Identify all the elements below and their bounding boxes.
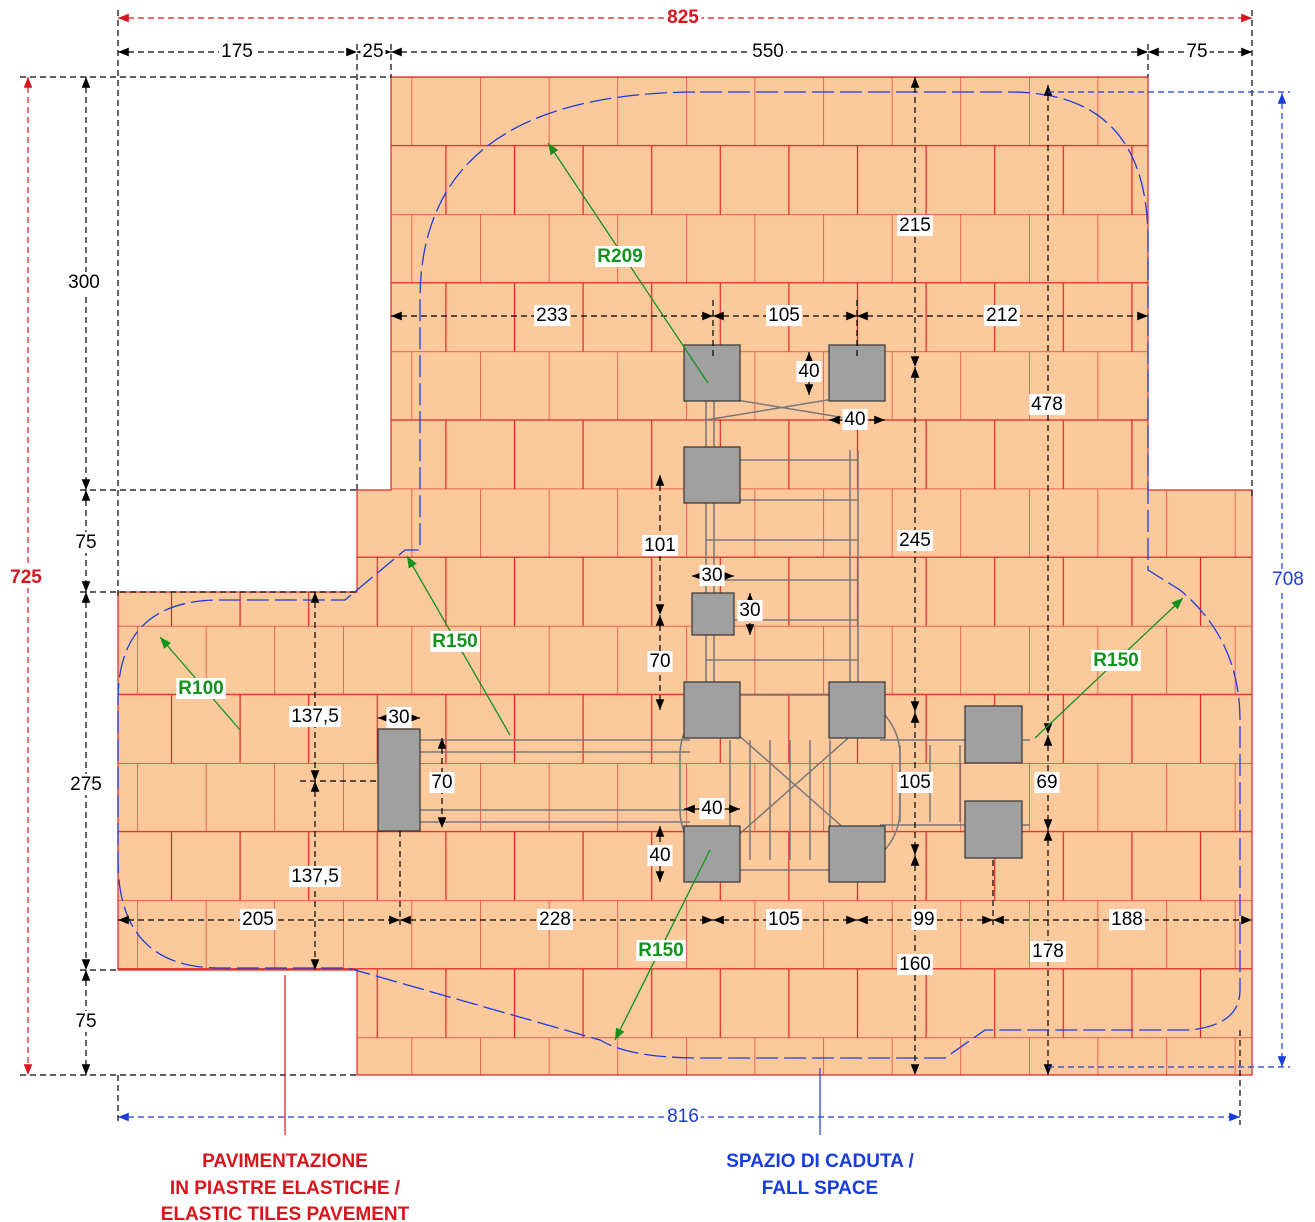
label: PAVIMENTAZIONE <box>202 1151 368 1172</box>
label: 30 <box>388 707 409 728</box>
label: FALL SPACE <box>762 1178 878 1199</box>
label: R150 <box>432 631 477 652</box>
label: 40 <box>649 845 670 866</box>
label: ELASTIC TILES PAVEMENT <box>161 1204 410 1222</box>
label: 188 <box>1111 909 1143 930</box>
label: 75 <box>75 1011 96 1032</box>
label: 137,5 <box>291 706 339 727</box>
label: 75 <box>75 532 96 553</box>
label: R150 <box>638 940 683 961</box>
label: 40 <box>844 409 865 430</box>
label: 70 <box>431 772 452 793</box>
label: 816 <box>667 1106 699 1127</box>
label: 70 <box>649 651 670 672</box>
label: 75 <box>1186 41 1207 62</box>
label: R150 <box>1093 650 1138 671</box>
label: 40 <box>798 361 819 382</box>
label: 300 <box>68 272 100 293</box>
label: 137,5 <box>291 866 339 887</box>
label: 233 <box>536 305 568 326</box>
label: 825 <box>667 7 699 28</box>
label: R100 <box>178 678 223 699</box>
label: 25 <box>362 41 383 62</box>
label: 30 <box>739 600 760 621</box>
label: 105 <box>899 772 931 793</box>
label: 69 <box>1036 772 1057 793</box>
label: 175 <box>221 41 253 62</box>
label: 725 <box>10 567 42 588</box>
label: 212 <box>986 305 1018 326</box>
label: 708 <box>1272 569 1304 590</box>
label: 275 <box>70 774 102 795</box>
label: 160 <box>899 954 931 975</box>
label: 228 <box>539 909 571 930</box>
label: 99 <box>913 909 934 930</box>
label: 245 <box>899 530 931 551</box>
label: 40 <box>701 798 722 819</box>
label: 101 <box>644 535 676 556</box>
label: 178 <box>1032 941 1064 962</box>
label: 105 <box>768 305 800 326</box>
tile-pavement <box>118 77 1252 1075</box>
label: 550 <box>752 41 784 62</box>
label: IN PIASTRE ELASTICHE / <box>170 1178 401 1199</box>
playground-plan: 825 725 175 25 550 75 300 75 275 75 137,5 137,5 233 1… <box>0 0 1315 1222</box>
label: 205 <box>242 909 274 930</box>
label: 105 <box>768 909 800 930</box>
label: R209 <box>597 246 642 267</box>
label: 30 <box>701 565 722 586</box>
label: SPAZIO DI CADUTA / <box>726 1151 914 1172</box>
label: 478 <box>1031 394 1063 415</box>
label: 215 <box>899 215 931 236</box>
